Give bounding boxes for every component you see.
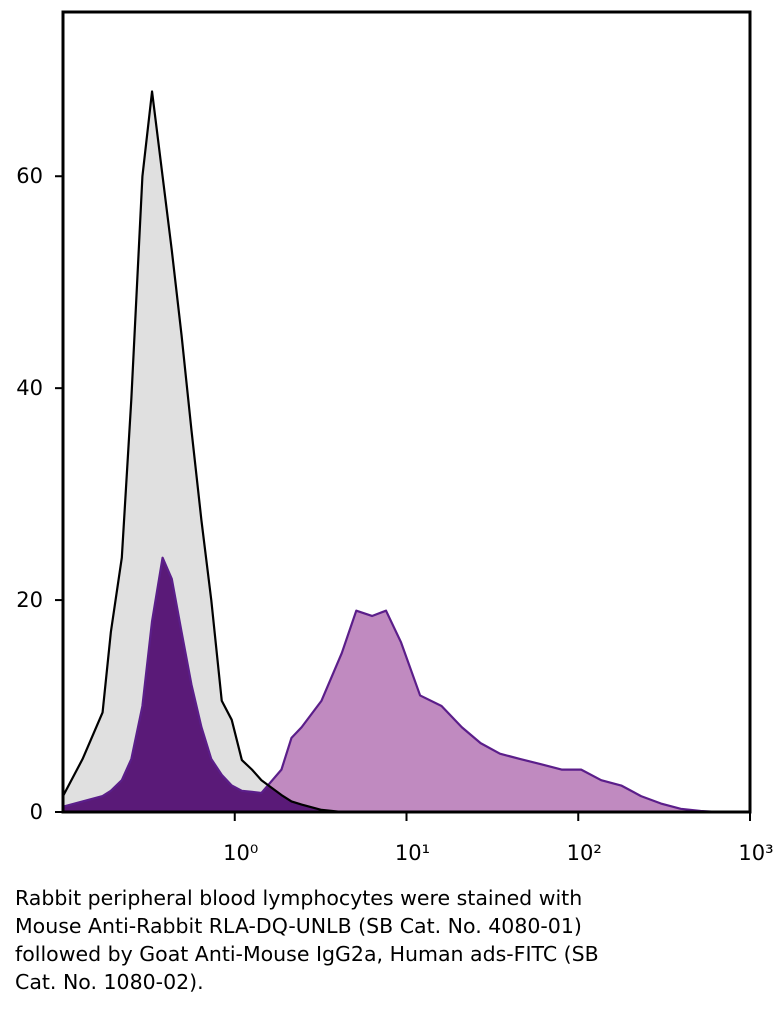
chart: 0 20 40 60 10⁰ 10¹ 10² 10³ <box>16 10 774 865</box>
area-line <box>62 556 718 814</box>
caption-line: Rabbit peripheral blood lymphocytes were… <box>15 886 583 910</box>
x-tick-label: 10¹ <box>395 841 430 865</box>
caption-line: Mouse Anti-Rabbit RLA-DQ-UNLB (SB Cat. N… <box>15 914 582 938</box>
area-fill <box>63 91 718 813</box>
area-fill <box>63 557 718 812</box>
x-tick-label: 10⁰ <box>223 841 258 865</box>
x-tick-label: 10³ <box>738 841 773 865</box>
y-tick-label: 60 <box>16 164 43 188</box>
caption-line: followed by Goat Anti-Mouse IgG2a, Human… <box>15 942 599 966</box>
caption-line: Cat. No. 1080-02). <box>15 970 204 994</box>
y-tick-label: 20 <box>16 588 43 612</box>
y-tick-label: 40 <box>16 376 43 400</box>
x-tick-label: 10² <box>567 841 602 865</box>
y-tick-label: 0 <box>30 800 43 824</box>
caption: Rabbit peripheral blood lymphocytes were… <box>15 884 755 996</box>
